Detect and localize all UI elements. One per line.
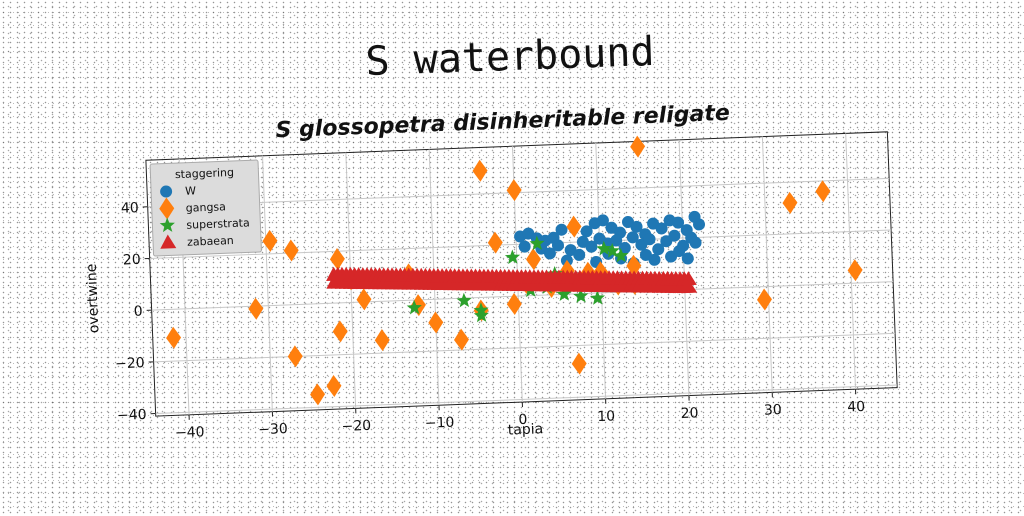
x-grid-line [762, 137, 772, 393]
x-tick-label: −40 [175, 424, 205, 441]
legend-entry-zabaean: zabaean [187, 234, 234, 249]
y-tick-label: 0 [133, 304, 143, 320]
gangsa-point [571, 352, 587, 375]
gangsa-point [166, 327, 182, 350]
gangsa-point [356, 288, 372, 311]
gangsa-point [332, 320, 348, 343]
x-axis-label: tapia [508, 421, 544, 438]
gangsa-point [310, 383, 326, 406]
superstrata-point [505, 249, 521, 264]
y-axis-label: overtwine [84, 263, 103, 333]
gangsa-point [374, 329, 390, 352]
legend-entry-superstrata: superstrata [186, 216, 250, 231]
y-grid-line [154, 333, 895, 361]
superstrata-point [590, 290, 606, 305]
gangsa-point [287, 345, 303, 368]
gangsa-point [782, 192, 798, 215]
gangsa-point [472, 159, 488, 182]
x-tick-label: −10 [425, 415, 455, 432]
gangsa-point [487, 231, 503, 254]
gangsa-point [326, 375, 342, 398]
x-tick-label: 40 [847, 399, 865, 416]
legend-title: staggering [175, 166, 235, 181]
gangsa-point [757, 288, 773, 311]
gangsa-point [630, 135, 646, 158]
gangsa-point [262, 230, 278, 253]
x-grid-line [263, 156, 273, 412]
x-tick-label: 20 [680, 405, 698, 422]
legend-entry-W: W [185, 184, 196, 197]
gangsa-point [847, 259, 863, 282]
gangsa-point [815, 180, 831, 203]
legend-entry-gangsa: gangsa [186, 200, 227, 215]
gangsa-point [248, 297, 264, 320]
gangsa-point [506, 179, 522, 202]
y-tick-label: 40 [121, 200, 139, 217]
x-tick-label: 10 [597, 408, 615, 425]
y-tick-label: −20 [115, 355, 145, 372]
gangsa-point [283, 239, 299, 262]
y-tick-label: −40 [117, 407, 147, 424]
x-grid-line [679, 140, 689, 396]
gangsa-point [454, 328, 470, 351]
chart-title: S glossopetra disinheritable religate [275, 101, 730, 143]
y-grid-line [156, 385, 897, 413]
superstrata-point [456, 292, 472, 307]
x-tick-label: −30 [258, 421, 288, 438]
y-tick-label: 20 [123, 252, 141, 269]
gangsa-point [428, 311, 444, 334]
x-tick-label: 30 [764, 402, 782, 419]
x-tick-label: −20 [341, 418, 371, 435]
gangsa-point [566, 215, 582, 238]
